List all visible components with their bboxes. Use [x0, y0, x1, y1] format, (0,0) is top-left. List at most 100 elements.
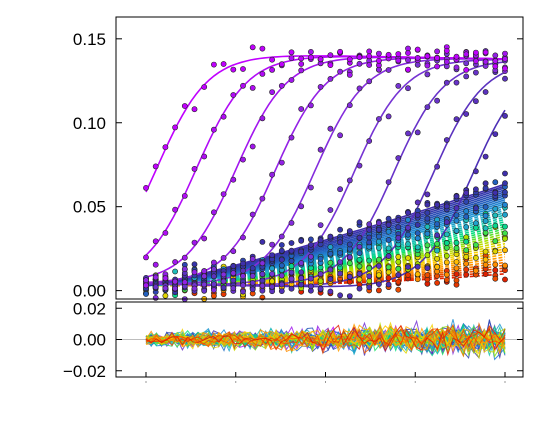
data-point — [230, 270, 237, 276]
data-point — [366, 265, 373, 272]
data-point — [172, 259, 178, 265]
data-point — [502, 230, 508, 237]
main-y-tick-label: 0.00 — [73, 282, 106, 301]
data-point — [482, 58, 489, 65]
data-point — [453, 227, 460, 234]
data-point — [385, 228, 392, 235]
data-point — [259, 287, 266, 294]
data-point — [502, 170, 508, 177]
data-point — [385, 236, 392, 243]
data-point — [327, 52, 334, 59]
data-point — [453, 205, 460, 211]
data-point — [434, 279, 440, 286]
data-point — [327, 266, 334, 273]
data-point — [288, 269, 295, 276]
data-point — [259, 238, 266, 245]
data-point — [385, 67, 392, 73]
data-point — [307, 184, 314, 191]
data-point — [414, 221, 421, 228]
data-point — [356, 270, 363, 277]
data-point — [230, 66, 237, 73]
data-point — [143, 282, 149, 289]
main-plot-panel: 0.15 0.10 0.05 0.00 — [73, 16, 524, 302]
data-point — [298, 67, 305, 74]
data-point — [152, 274, 159, 281]
data-point — [463, 266, 470, 273]
data-point — [366, 62, 373, 68]
data-point — [230, 176, 237, 183]
data-point — [443, 244, 450, 251]
data-point — [230, 92, 237, 98]
data-point — [210, 281, 217, 288]
data-point — [346, 177, 353, 184]
data-point — [346, 254, 353, 261]
data-point — [152, 261, 159, 268]
data-point — [482, 153, 489, 160]
data-point — [317, 146, 324, 153]
data-point — [472, 98, 479, 105]
data-point — [259, 260, 266, 267]
data-point — [327, 233, 334, 240]
data-point — [366, 257, 373, 264]
data-point — [230, 285, 237, 292]
data-point — [375, 57, 382, 64]
data-point — [385, 113, 392, 120]
data-point — [191, 165, 198, 172]
data-point — [288, 258, 295, 264]
data-point — [240, 273, 246, 279]
data-point — [443, 59, 450, 65]
data-point — [162, 144, 169, 151]
data-point — [405, 272, 411, 278]
data-point — [482, 261, 489, 268]
data-point — [375, 287, 382, 294]
data-point — [395, 271, 402, 278]
data-point — [278, 247, 285, 254]
data-point — [288, 285, 295, 292]
data-point — [249, 85, 256, 91]
residual-y-axis: 0.02 0.00 −0.02 — [63, 299, 523, 381]
data-point — [453, 239, 460, 246]
data-point — [453, 212, 460, 219]
data-point — [337, 239, 343, 246]
data-point — [482, 218, 489, 224]
data-point — [172, 268, 178, 275]
data-point — [482, 49, 489, 56]
data-point — [375, 220, 382, 226]
data-point — [162, 275, 169, 282]
data-point — [191, 269, 198, 276]
data-point — [298, 203, 305, 210]
data-point — [172, 278, 178, 285]
data-point — [375, 263, 382, 269]
data-point — [298, 106, 305, 112]
data-point — [346, 241, 353, 248]
data-point — [375, 116, 382, 122]
data-point — [385, 269, 392, 276]
data-point — [472, 205, 479, 212]
data-point — [317, 271, 324, 277]
data-point — [502, 223, 508, 230]
data-point — [414, 276, 421, 283]
data-point — [492, 261, 499, 268]
data-point — [143, 254, 149, 261]
data-point — [240, 288, 246, 295]
data-point — [434, 63, 440, 70]
data-point — [181, 103, 188, 109]
data-point — [240, 260, 246, 267]
data-point — [191, 261, 198, 268]
data-point — [259, 45, 266, 52]
data-point — [434, 97, 440, 104]
data-point — [210, 61, 217, 68]
data-point — [482, 271, 489, 277]
data-point — [405, 50, 411, 56]
data-point — [424, 272, 431, 278]
data-point — [414, 230, 421, 237]
data-point — [210, 126, 217, 133]
data-point — [395, 155, 402, 161]
data-point — [424, 71, 431, 78]
data-point — [210, 266, 217, 273]
data-point — [424, 242, 431, 249]
data-point — [278, 288, 285, 294]
data-point — [259, 71, 266, 77]
data-point — [220, 191, 227, 197]
residual-line — [145, 324, 506, 357]
